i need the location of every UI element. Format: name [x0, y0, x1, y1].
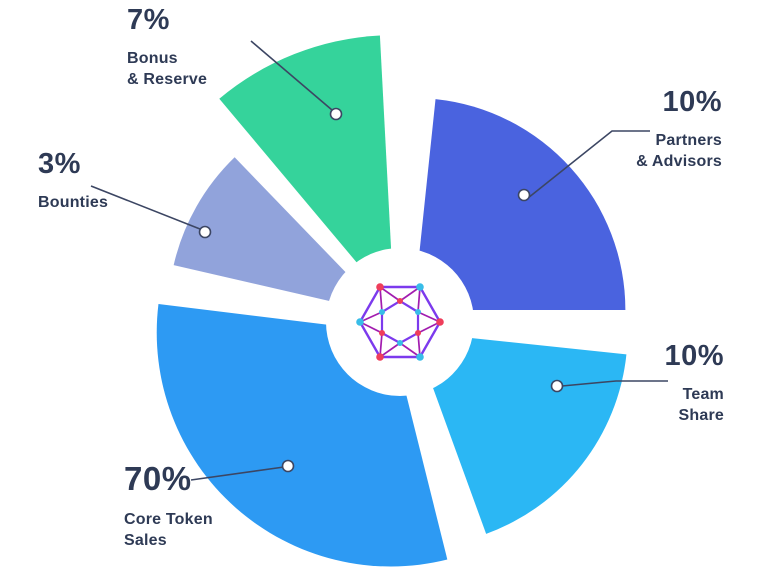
- name-team-share: Team Share: [664, 384, 724, 426]
- marker-dot-bonus-reserve: [329, 107, 343, 121]
- name-partners-advisors: Partners & Advisors: [636, 130, 722, 172]
- label-bounties: 3% Bounties: [38, 148, 108, 213]
- leader-line-partners-advisors: [527, 130, 650, 199]
- name-core-token-sales-line2: Sales: [124, 532, 167, 550]
- name-team-share-line1: Team: [682, 386, 724, 403]
- marker-dot-core-token-sales: [281, 459, 295, 473]
- name-partners-advisors-line2: & Advisors: [636, 153, 722, 171]
- name-team-share-line2: Share: [678, 407, 724, 425]
- brand-logo-icon: [356, 283, 444, 361]
- name-core-token-sales-line1: Core Token: [124, 511, 213, 528]
- pie-slice-team-share: [412, 331, 627, 534]
- leader-line-bounties: [90, 185, 201, 230]
- pct-core-token-sales: 70%: [124, 460, 192, 497]
- leader-line-team-share: [561, 380, 668, 387]
- name-bounties: Bounties: [38, 192, 108, 213]
- name-core-token-sales: Core Token Sales: [124, 509, 213, 551]
- pie-slice-bounties: [173, 157, 387, 315]
- label-team-share: 10% Team Share: [664, 340, 724, 426]
- label-partners-advisors: 10% Partners & Advisors: [636, 86, 722, 172]
- leader-line-bonus-reserve: [250, 40, 333, 111]
- pct-partners-advisors: 10%: [662, 86, 722, 118]
- leader-line-core-token-sales: [190, 466, 285, 481]
- pct-bounties: 3%: [38, 148, 81, 180]
- name-bounties-line1: Bounties: [38, 194, 109, 211]
- marker-dot-bounties: [198, 225, 212, 239]
- label-core-token-sales: 70% Core Token Sales: [124, 460, 213, 551]
- name-bonus-reserve-line1: Bonus: [127, 50, 178, 67]
- name-partners-advisors-line1: Partners: [655, 132, 722, 149]
- pie-slice-partners-advisors: [413, 99, 626, 310]
- donut-hole: [326, 248, 474, 396]
- label-bonus-reserve: 7% Bonus & Reserve: [127, 4, 207, 90]
- name-bonus-reserve-line2: & Reserve: [127, 71, 208, 89]
- pct-bonus-reserve: 7%: [127, 4, 170, 36]
- marker-dot-partners-advisors: [517, 188, 531, 202]
- name-bonus-reserve: Bonus & Reserve: [127, 48, 207, 90]
- marker-dot-team-share: [550, 379, 564, 393]
- pct-team-share: 10%: [664, 340, 724, 372]
- pie-slice-bonus-reserve: [219, 35, 395, 308]
